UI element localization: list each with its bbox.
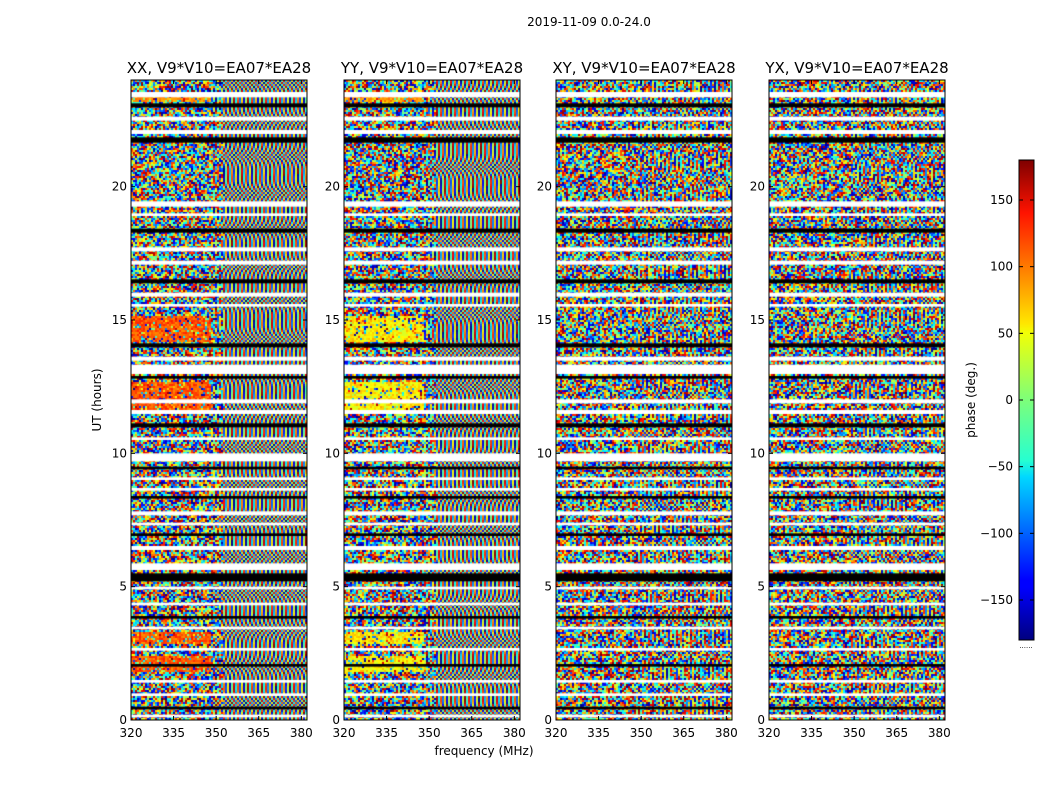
y-tick-label: 15 bbox=[325, 313, 340, 327]
panel-frame bbox=[768, 79, 946, 721]
panel-xx: XX, V9*V10=EA07*EA28 320 335 350 365 380 0 5 10 1… bbox=[112, 59, 313, 740]
x-tick-label: 380 bbox=[503, 726, 526, 740]
panel-title-yy: YY, V9*V10=EA07*EA28 bbox=[340, 59, 523, 77]
y-tick-label: 15 bbox=[112, 313, 127, 327]
x-tick-label: 335 bbox=[162, 726, 185, 740]
y-tick-label: 15 bbox=[537, 313, 552, 327]
panel-title-xy: XY, V9*V10=EA07*EA28 bbox=[552, 59, 735, 77]
panel-title-yx: YX, V9*V10=EA07*EA28 bbox=[764, 59, 948, 77]
x-tick-label: 335 bbox=[375, 726, 398, 740]
x-tick-label: 320 bbox=[333, 726, 356, 740]
x-tick-label: 320 bbox=[120, 726, 143, 740]
colorbar-tick-label: −100 bbox=[980, 526, 1013, 540]
colorbar-tick-label: 50 bbox=[998, 326, 1013, 340]
x-tick-label: 350 bbox=[418, 726, 441, 740]
colorbar-tick-label: −50 bbox=[988, 460, 1013, 474]
x-tick-label: 320 bbox=[545, 726, 568, 740]
panels: XX, V9*V10=EA07*EA28 320 335 350 365 380 0 5 10 1… bbox=[112, 59, 951, 740]
x-axis-label: frequency (MHz) bbox=[434, 744, 533, 758]
panel-frame bbox=[130, 79, 308, 721]
x-tick-label: 365 bbox=[672, 726, 695, 740]
y-tick-label: 5 bbox=[544, 580, 552, 594]
y-tick-label: 15 bbox=[750, 313, 765, 327]
phase-heatmap-xy bbox=[556, 80, 732, 720]
y-tick-label: 5 bbox=[757, 580, 765, 594]
y-tick-label: 0 bbox=[332, 713, 340, 727]
phase-heatmap-yx bbox=[769, 80, 945, 720]
panel-frame bbox=[555, 79, 733, 721]
y-tick-label: 5 bbox=[332, 580, 340, 594]
x-tick-label: 380 bbox=[928, 726, 951, 740]
x-tick-label: 335 bbox=[587, 726, 610, 740]
x-tick-label: 380 bbox=[290, 726, 313, 740]
x-tick-label: 350 bbox=[630, 726, 653, 740]
y-tick-label: 20 bbox=[325, 180, 340, 194]
x-tick-label: 365 bbox=[885, 726, 908, 740]
x-tick-label: 380 bbox=[715, 726, 738, 740]
y-axis-label: UT (hours) bbox=[90, 368, 104, 431]
x-tick-label: 335 bbox=[800, 726, 823, 740]
x-tick-label: 365 bbox=[460, 726, 483, 740]
y-tick-label: 0 bbox=[544, 713, 552, 727]
y-tick-label: 10 bbox=[325, 446, 340, 460]
colorbar-footnote: ...... bbox=[1019, 642, 1032, 650]
phase-heatmap-xx bbox=[131, 80, 307, 720]
y-tick-label: 5 bbox=[119, 580, 127, 594]
x-tick-label: 350 bbox=[205, 726, 228, 740]
y-tick-label: 0 bbox=[757, 713, 765, 727]
colorbar-tick-label: 100 bbox=[990, 260, 1013, 274]
y-tick-label: 0 bbox=[119, 713, 127, 727]
panel-yy: YY, V9*V10=EA07*EA28 320 335 350 365 380 0 5 10 1… bbox=[325, 59, 526, 740]
y-tick-label: 10 bbox=[750, 446, 765, 460]
panel-frame bbox=[343, 79, 521, 721]
colorbar-tick-label: 0 bbox=[1005, 393, 1013, 407]
y-tick-label: 20 bbox=[750, 180, 765, 194]
y-tick-label: 20 bbox=[537, 180, 552, 194]
colorbar-tick-label: 150 bbox=[990, 193, 1013, 207]
panel-yx: YX, V9*V10=EA07*EA28 320 335 350 365 380 0 5 10 1… bbox=[750, 59, 951, 740]
colorbar: −150 −100 −50 0 50 100 150 phase (deg.) ...... bbox=[964, 159, 1035, 650]
x-tick-label: 320 bbox=[758, 726, 781, 740]
panel-xy: XY, V9*V10=EA07*EA28 320 335 350 365 380 0 5 10 1… bbox=[537, 59, 738, 740]
y-tick-label: 20 bbox=[112, 180, 127, 194]
panel-title-xx: XX, V9*V10=EA07*EA28 bbox=[127, 59, 311, 77]
colorbar-ticks: −150 −100 −50 0 50 100 150 bbox=[980, 193, 1034, 607]
x-tick-label: 350 bbox=[843, 726, 866, 740]
phase-heatmap-yy bbox=[344, 80, 520, 720]
colorbar-label: phase (deg.) bbox=[964, 362, 978, 438]
colorbar-tick-label: −150 bbox=[980, 593, 1013, 607]
y-tick-label: 10 bbox=[112, 446, 127, 460]
figure-title: 2019-11-09 0.0-24.0 bbox=[527, 15, 651, 29]
x-tick-label: 365 bbox=[247, 726, 270, 740]
y-tick-label: 10 bbox=[537, 446, 552, 460]
